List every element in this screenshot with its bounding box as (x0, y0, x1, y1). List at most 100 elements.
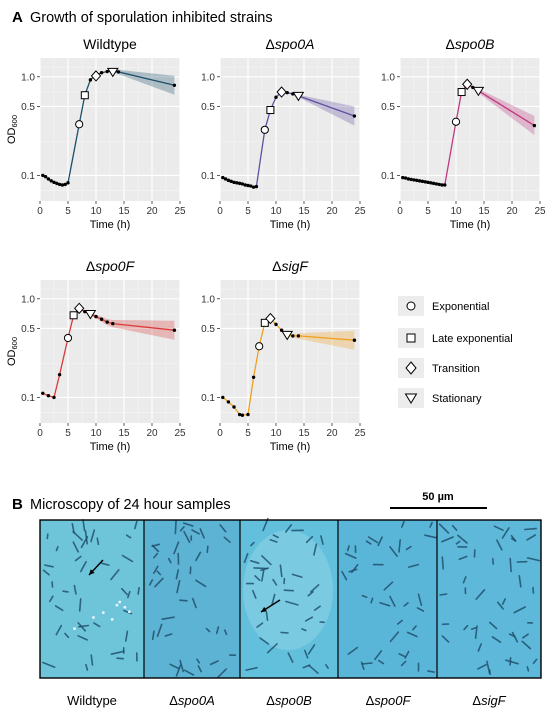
data-point (251, 375, 256, 379)
bacterium-cell (195, 579, 207, 588)
data-point (66, 181, 70, 185)
bacterium-cell (260, 554, 272, 566)
bacterium-cell (374, 650, 383, 661)
bacterium-cell (55, 624, 63, 636)
growth-plot-spo0a: 0 5 10 15 20 25 0.1 0.5 1.0 Δspo0A Time (h) (201, 36, 366, 231)
growth-plot-spo0b: 0 5 10 15 20 25 0.1 0.5 1.0 Δspo0B Time (h) (381, 36, 546, 231)
micrograph-label-prefix: Δ (366, 693, 375, 708)
bacterium-cell (209, 660, 219, 666)
micrograph-label-name: sigF (481, 693, 507, 708)
bacterium-cell (508, 633, 516, 638)
growth-plot-wildtype: 0 5 10 15 20 25 0.1 0.5 1.0 Wildtype Time (h) OD600 (6, 36, 186, 231)
bacterium-cell (153, 565, 159, 575)
phase-transition-marker (276, 86, 287, 98)
phase-stationary-marker (106, 67, 119, 78)
bacterium-cell (344, 552, 357, 559)
bacterium-cell (501, 598, 507, 606)
x-tick-label: 5 (65, 206, 71, 217)
bacterium-cell (398, 539, 402, 553)
bacterium-cell (474, 625, 478, 640)
bacterium-cell (532, 658, 538, 665)
y-tick-label: 0.5 (201, 102, 215, 113)
plot-title: ΔsigF (272, 258, 309, 274)
y-tick-label: 1.0 (201, 294, 215, 305)
bacterium-cell (406, 631, 418, 638)
plot-title-name: spo0A (275, 36, 315, 52)
bacterium-cell (169, 663, 180, 670)
y-axis-label: OD600 (6, 115, 19, 144)
plot-title-name: Wildtype (83, 36, 137, 52)
diamond-icon (405, 361, 417, 375)
data-point (55, 181, 59, 186)
x-tick-label: 0 (397, 206, 403, 217)
bacterium-cell (101, 562, 110, 566)
bacterium-cell (462, 576, 467, 584)
spore (115, 603, 119, 607)
bacterium-cell (55, 545, 59, 552)
confidence-ribbon (472, 86, 535, 136)
circle-icon (406, 301, 416, 311)
data-point (172, 83, 177, 87)
panel-b-letter: B (12, 496, 23, 513)
bacterium-cell (361, 662, 373, 665)
bacterium-cell (77, 622, 87, 632)
data-point (254, 184, 259, 189)
phase-transition-marker (74, 302, 85, 315)
x-tick-label: 15 (118, 428, 130, 439)
x-tick-label: 15 (298, 206, 310, 217)
micrograph-background (240, 520, 338, 678)
data-point (43, 174, 48, 179)
microscopy-frame (39, 519, 542, 679)
bacterium-cell (346, 545, 350, 552)
y-axis-label-subscript: 600 (10, 115, 19, 128)
bacterium-cell (287, 652, 294, 663)
spore (92, 616, 95, 619)
legend-label-stationary: Stationary (432, 393, 482, 405)
bacterium-cell (310, 584, 320, 593)
bacterium-cell (407, 563, 420, 568)
x-tick-label: 5 (245, 206, 251, 217)
bacterium-cell (279, 564, 283, 578)
bacterium-cell (451, 524, 458, 532)
confidence-ribbon (287, 330, 355, 350)
x-tick-label: 10 (90, 206, 102, 217)
data-point (99, 70, 104, 75)
bacterium-cell (505, 659, 519, 665)
data-point (46, 394, 51, 398)
phase-stationary-marker (281, 330, 294, 341)
bacterium-cell (269, 538, 278, 543)
growth-plot-spo0f: 0 5 10 15 20 25 0.1 0.5 1.0 Δspo0F Time (h) OD600 (6, 258, 186, 453)
square-icon (406, 333, 416, 343)
bacterium-cell (80, 535, 89, 549)
micrograph-wildtype (40, 519, 144, 678)
y-axis-label-main: OD (6, 349, 18, 366)
data-point (246, 412, 250, 417)
bacterium-cell (260, 569, 265, 582)
bacterium-cell (272, 534, 279, 539)
legend-label-late-exponential: Late exponential (432, 333, 513, 345)
x-axis-label: Time (h) (90, 441, 131, 453)
data-point (532, 123, 537, 128)
bacterium-cell (496, 539, 503, 551)
bacterium-cell (477, 663, 487, 670)
bacterium-cell (215, 626, 220, 635)
y-tick-label: 0.1 (201, 393, 215, 404)
bacterium-cell (77, 624, 90, 628)
y-tick-label: 0.1 (201, 171, 215, 182)
bacterium-cell (426, 670, 435, 673)
bacterium-cell (301, 628, 307, 632)
bacterium-cell (196, 658, 201, 664)
bacterium-cell (509, 557, 512, 573)
bacterium-cell (183, 522, 194, 527)
data-point (105, 320, 109, 324)
x-tick-label: 10 (270, 206, 282, 217)
bacterium-cell (440, 536, 454, 543)
data-point (291, 334, 295, 338)
bacterium-cell (161, 616, 175, 621)
data-point (99, 317, 104, 321)
data-point (406, 177, 411, 181)
bacterium-cell (320, 535, 324, 546)
data-point (251, 185, 256, 189)
bacterium-cell (526, 534, 537, 541)
bacterium-cell (455, 540, 461, 545)
